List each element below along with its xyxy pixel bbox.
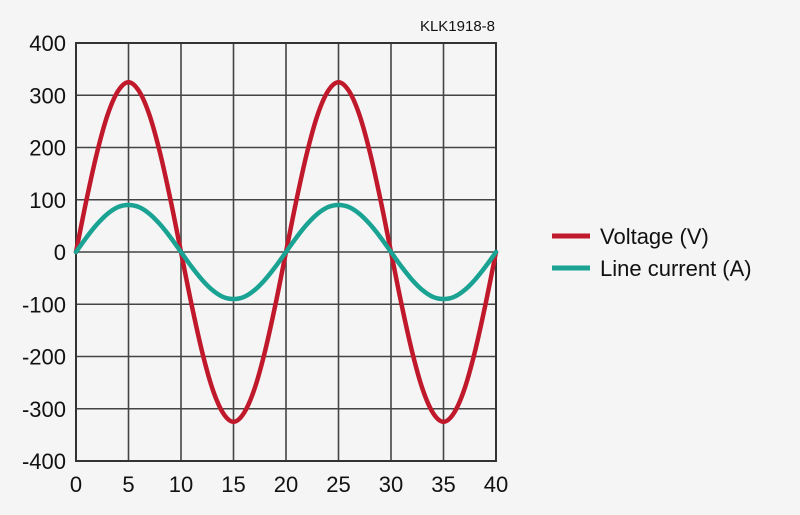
y-tick-label: 100 — [29, 188, 66, 213]
x-tick-label: 10 — [169, 472, 193, 497]
y-tick-label: -100 — [22, 292, 66, 317]
x-tick-label: 35 — [431, 472, 455, 497]
series-layer — [73, 79, 499, 425]
y-tick-label: -300 — [22, 397, 66, 422]
y-tick-label: -200 — [22, 345, 66, 370]
figure-code-annotation: KLK1918-8 — [420, 18, 495, 35]
y-tick-label: 300 — [29, 83, 66, 108]
legend: Voltage (V) Line current (A) — [552, 224, 752, 281]
x-tick-label: 0 — [70, 472, 82, 497]
x-tick-label: 30 — [379, 472, 403, 497]
x-axis-tick-labels: 0 5 10 15 20 25 30 35 40 — [70, 472, 508, 497]
x-tick-label: 5 — [122, 472, 134, 497]
y-tick-label: 400 — [29, 31, 66, 56]
x-tick-label: 40 — [484, 472, 508, 497]
x-tick-label: 25 — [326, 472, 350, 497]
series-line-line-current — [73, 202, 499, 302]
y-tick-label: 0 — [54, 240, 66, 265]
x-tick-label: 20 — [274, 472, 298, 497]
y-tick-label: 200 — [29, 136, 66, 161]
y-tick-label: -400 — [22, 449, 66, 474]
x-tick-label: 15 — [221, 472, 245, 497]
y-axis-tick-labels: 400 300 200 100 0 -100 -200 -300 -400 — [22, 31, 66, 474]
legend-label-line-current: Line current (A) — [600, 256, 752, 281]
legend-label-voltage: Voltage (V) — [600, 224, 709, 249]
